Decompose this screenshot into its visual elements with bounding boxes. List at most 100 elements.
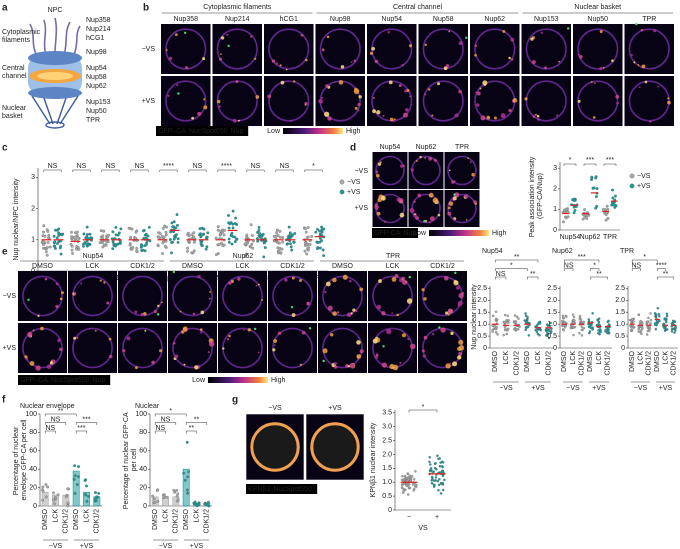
panel-label: f xyxy=(2,395,6,406)
sig-bracket xyxy=(217,169,236,172)
y-tick-label: 60 xyxy=(139,448,147,455)
data-dot xyxy=(308,242,312,246)
bar xyxy=(83,491,90,507)
y-tick-label: 80 xyxy=(29,429,37,436)
data-dot xyxy=(307,246,311,250)
data-dot xyxy=(320,233,323,237)
data-dot xyxy=(70,235,74,239)
sig-bracket xyxy=(564,259,600,263)
legend-label: −VS xyxy=(637,173,651,180)
signal-spot xyxy=(293,80,296,83)
data-dot xyxy=(494,310,498,314)
data-dot xyxy=(414,470,417,473)
data-dot xyxy=(206,231,210,235)
data-dot xyxy=(304,241,308,245)
sig-label: *** xyxy=(578,254,586,261)
signal-spot xyxy=(469,161,472,163)
gfp-spot xyxy=(408,275,411,279)
signal-spot xyxy=(599,29,603,34)
sig-label: * xyxy=(312,163,315,170)
data-dot xyxy=(281,240,285,244)
y-tick-label: 1.5 xyxy=(615,309,625,316)
data-dot xyxy=(164,230,168,234)
data-dot xyxy=(562,220,565,224)
nup-label: TPR xyxy=(86,117,100,124)
data-dot xyxy=(597,329,600,332)
npc-diagram xyxy=(28,17,82,129)
micrograph xyxy=(264,24,314,74)
sig-label: ** xyxy=(530,271,536,278)
data-dot xyxy=(85,499,89,503)
row-label: −VS xyxy=(355,168,369,175)
bar xyxy=(72,470,80,507)
micrograph xyxy=(418,24,468,74)
signal-spot xyxy=(257,351,260,354)
signal-spot xyxy=(391,312,394,314)
group-label: +VS xyxy=(592,385,606,392)
signal-spot xyxy=(197,111,202,116)
data-dot xyxy=(275,231,279,235)
signal-spot xyxy=(508,56,511,60)
data-dot xyxy=(514,320,517,323)
signal-spot xyxy=(644,80,648,84)
signal-spot xyxy=(458,339,464,345)
data-dot xyxy=(401,475,404,478)
data-dot xyxy=(407,483,411,486)
signal-spot xyxy=(388,80,393,85)
data-dot xyxy=(672,327,675,331)
data-dot xyxy=(658,314,661,318)
data-dot xyxy=(52,498,56,502)
data-dot xyxy=(517,317,520,320)
data-dot xyxy=(407,493,410,496)
signal-spot xyxy=(638,86,641,88)
signal-spot xyxy=(432,332,435,336)
data-dot xyxy=(116,233,120,237)
signal-spot xyxy=(192,312,196,316)
data-dot xyxy=(186,233,190,237)
data-dot xyxy=(535,330,539,334)
data-dot xyxy=(606,207,610,211)
data-dot xyxy=(69,242,73,246)
data-dot xyxy=(320,225,324,229)
signal-spot xyxy=(255,284,258,287)
sig-label: * xyxy=(593,262,596,269)
data-dot xyxy=(153,501,157,505)
data-dot xyxy=(250,242,254,246)
signal-spot xyxy=(399,278,403,283)
y-tick-label: 3 xyxy=(553,165,557,172)
data-dot xyxy=(161,252,164,256)
signal-spot xyxy=(476,91,481,96)
sig-bracket xyxy=(154,413,187,417)
data-dot xyxy=(288,233,292,237)
signal-spot xyxy=(447,211,452,216)
data-dot xyxy=(561,314,565,318)
data-dot xyxy=(256,230,259,234)
signal-spot xyxy=(325,84,329,88)
data-dot xyxy=(176,492,180,496)
data-dot xyxy=(40,488,44,492)
x-tick-label: LCK xyxy=(193,509,200,523)
nucleus-ring xyxy=(422,28,464,70)
signal-spot xyxy=(512,98,518,103)
data-dot xyxy=(42,230,45,234)
data-dot xyxy=(437,489,440,492)
data-dot xyxy=(632,320,635,323)
data-dot xyxy=(289,242,292,246)
data-dot xyxy=(569,326,573,330)
signal-spot xyxy=(230,279,235,284)
data-dot xyxy=(192,240,196,244)
signal-spot xyxy=(393,118,396,120)
group-header: Central channel xyxy=(393,4,442,11)
signal-spot xyxy=(454,192,460,198)
signal-spot xyxy=(500,113,506,119)
signal-spot xyxy=(88,327,91,330)
data-dot xyxy=(53,240,57,244)
x-tick-label: DMSO xyxy=(152,508,159,530)
signal-spot xyxy=(143,312,147,316)
data-dot xyxy=(59,252,63,256)
legend-bg xyxy=(246,484,318,494)
data-dot xyxy=(518,325,521,329)
data-dot xyxy=(227,221,231,225)
x-tick-label: LCK xyxy=(637,351,644,365)
data-dot xyxy=(639,319,642,323)
